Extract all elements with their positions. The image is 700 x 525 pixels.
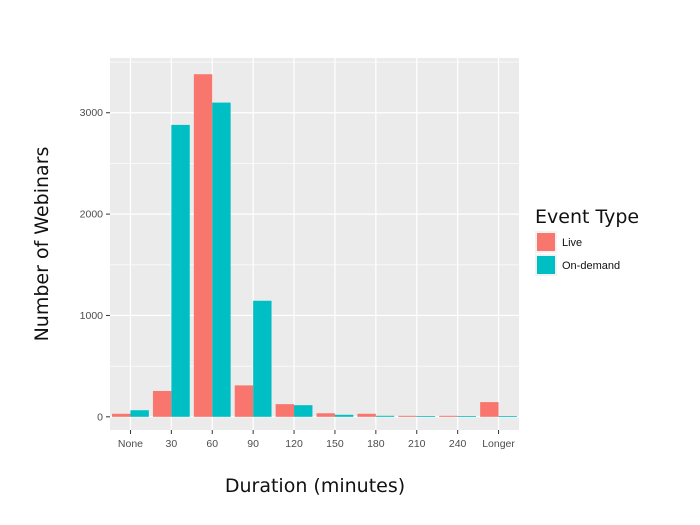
bar-live-60 bbox=[193, 74, 213, 417]
bar-on-demand-30 bbox=[171, 124, 190, 417]
legend: Event Type Live On-demand bbox=[535, 206, 639, 276]
legend-label-on-demand: On-demand bbox=[562, 260, 620, 272]
x-tick-label: 120 bbox=[285, 438, 303, 450]
bar-live-150 bbox=[316, 413, 335, 417]
legend-swatch-on-demand bbox=[537, 256, 555, 274]
x-tick-label: 60 bbox=[206, 438, 218, 450]
bars bbox=[112, 74, 517, 417]
legend-title: Event Type bbox=[535, 206, 639, 228]
y-tick-label: 0 bbox=[97, 411, 103, 423]
bar-on-demand-240 bbox=[457, 416, 477, 417]
legend-swatch-live bbox=[537, 233, 555, 251]
y-tick-label: 1000 bbox=[80, 310, 104, 322]
bar-on-demand-longer bbox=[498, 416, 517, 417]
bar-live-240 bbox=[439, 415, 458, 417]
x-tick-label: Longer bbox=[482, 438, 515, 450]
bar-on-demand-90 bbox=[253, 300, 272, 417]
axes: 0 1000 2000 3000 None 30 60 90 120 150 180 210 240 Lo… bbox=[80, 107, 516, 450]
bar-live-180 bbox=[357, 413, 376, 417]
bar-on-demand-210 bbox=[416, 416, 436, 417]
bar-on-demand-none bbox=[130, 410, 149, 417]
x-tick-label: None bbox=[118, 438, 143, 450]
y-axis-title: Number of Webinars bbox=[31, 147, 53, 342]
bar-live-longer bbox=[480, 402, 499, 417]
bar-live-210 bbox=[398, 415, 417, 417]
x-axis-title: Duration (minutes) bbox=[225, 475, 405, 497]
bar-live-30 bbox=[152, 390, 172, 417]
bar-live-90 bbox=[234, 385, 254, 417]
bar-on-demand-150 bbox=[334, 414, 354, 417]
y-tick-label: 3000 bbox=[80, 107, 104, 119]
x-tick-label: 90 bbox=[247, 438, 259, 450]
legend-label-live: Live bbox=[562, 237, 582, 249]
x-tick-label: 180 bbox=[367, 438, 385, 450]
x-tick-label: 150 bbox=[326, 438, 344, 450]
bar-on-demand-180 bbox=[375, 415, 395, 417]
x-tick-label: 30 bbox=[166, 438, 178, 450]
bar-live-none bbox=[112, 413, 131, 417]
x-tick-label: 240 bbox=[449, 438, 467, 450]
x-tick-label: 210 bbox=[408, 438, 426, 450]
bar-on-demand-120 bbox=[294, 405, 313, 417]
y-tick-label: 2000 bbox=[80, 209, 104, 221]
bar-live-120 bbox=[275, 404, 295, 417]
bar-on-demand-60 bbox=[212, 102, 231, 417]
